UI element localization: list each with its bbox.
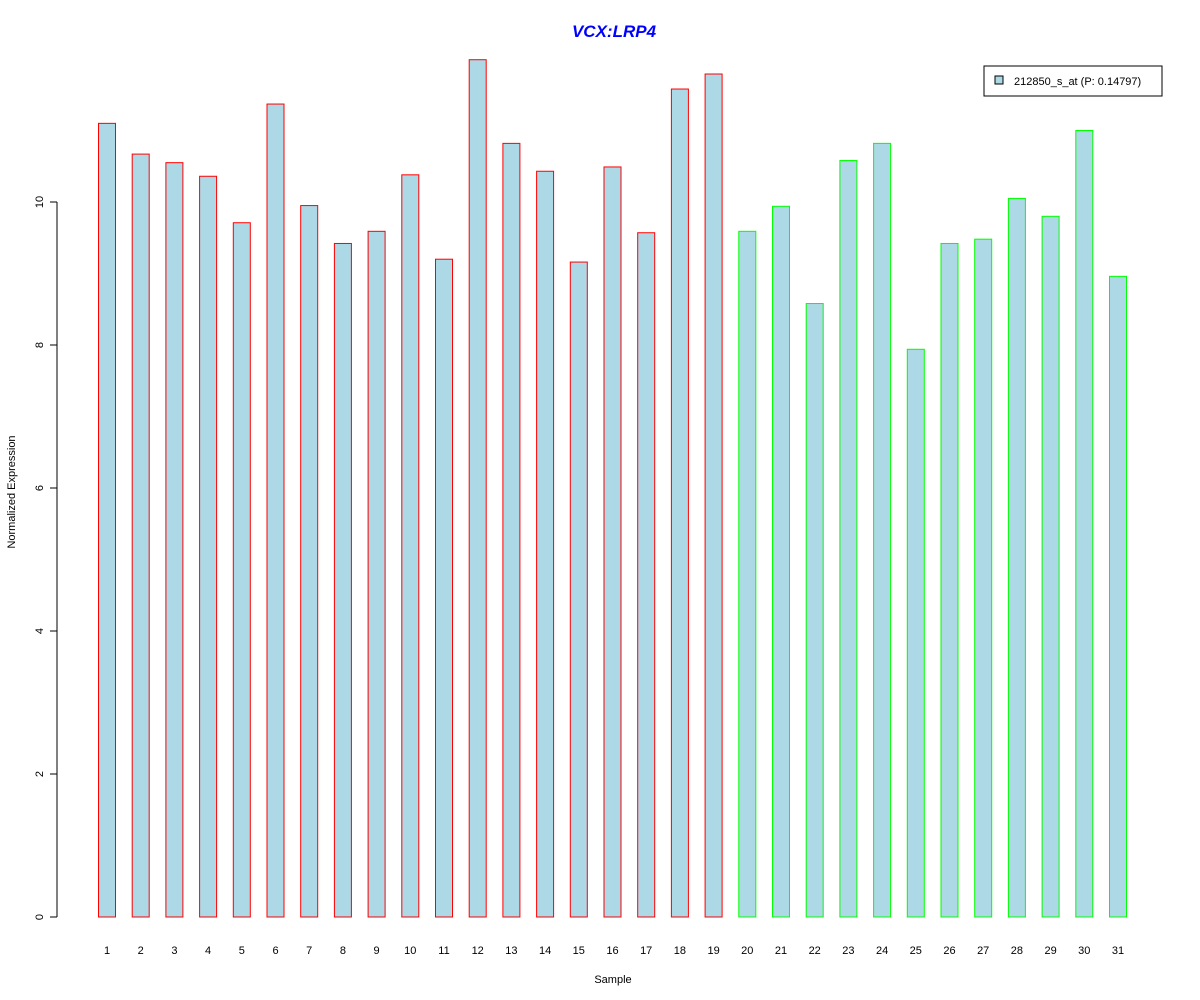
bar-sample-14: [536, 170, 555, 918]
x-tick-label: 21: [775, 945, 787, 957]
x-tick-label: 7: [306, 945, 312, 957]
bar-sample-5: [232, 222, 251, 918]
x-tick-label: 24: [876, 945, 888, 957]
x-tick-label: 1: [104, 945, 110, 957]
x-tick-label: 27: [977, 945, 989, 957]
x-tick-label: 16: [606, 945, 618, 957]
bar-sample-10: [401, 174, 420, 918]
bar-sample-9: [367, 230, 386, 918]
bar-sample-3: [165, 162, 184, 918]
x-tick-label: 14: [539, 945, 551, 957]
bar-sample-25: [906, 348, 925, 918]
bar-sample-1: [98, 122, 116, 918]
bar-sample-13: [502, 142, 521, 918]
bar-sample-2: [131, 153, 150, 918]
bar-sample-18: [670, 88, 689, 918]
bar-sample-6: [266, 103, 285, 918]
x-tick-label: 29: [1044, 945, 1056, 957]
x-tick-label: 11: [438, 945, 449, 957]
bar-sample-26: [940, 242, 959, 918]
y-axis: 0 2 4 6 8 10: [34, 196, 58, 920]
y-axis-label: Normalized Expression: [6, 435, 18, 548]
bar-sample-31: [1109, 275, 1127, 918]
y-tick-label: 2: [34, 771, 46, 777]
bar-sample-11: [435, 258, 453, 918]
x-tick-label: 31: [1112, 945, 1124, 957]
legend-box: [983, 65, 1163, 97]
y-tick-label: 6: [34, 485, 46, 491]
x-tick-label: 20: [741, 945, 753, 957]
bar-sample-28: [1007, 197, 1026, 918]
x-tick-label: 5: [239, 945, 245, 957]
bar-sample-19: [704, 73, 723, 918]
x-tick-label: 22: [809, 945, 821, 957]
x-tick-label: 4: [205, 945, 211, 957]
x-tick-label: 28: [1011, 945, 1023, 957]
x-tick-label: 12: [472, 945, 484, 957]
x-tick-label: 2: [138, 945, 144, 957]
x-tick-label: 18: [674, 945, 686, 957]
x-tick-label: 25: [910, 945, 922, 957]
x-tick-label: 6: [272, 945, 278, 957]
bar-sample-12: [468, 59, 487, 918]
bar-sample-24: [873, 142, 892, 918]
y-tick-label: 4: [34, 628, 46, 634]
x-tick-label: 17: [640, 945, 652, 957]
y-tick-label: 8: [34, 342, 46, 348]
x-tick-label: 3: [171, 945, 177, 957]
y-tick-label: 0: [34, 914, 46, 920]
bar-sample-7: [300, 205, 319, 918]
bar-sample-15: [569, 261, 588, 918]
bar-sample-8: [333, 242, 352, 918]
x-tick-label: 15: [573, 945, 585, 957]
legend: 212850_s_at (P: 0.14797): [983, 65, 1163, 97]
x-tick-label: 10: [404, 945, 416, 957]
x-axis-ticks: 1 2 3 4 5 6 7 8 9 10 11 12 13 14 15 16 17 18 19 20 21 22 23 24 2…: [104, 945, 1124, 957]
bar-sample-22: [805, 303, 824, 918]
x-tick-label: 30: [1078, 945, 1090, 957]
bar-sample-29: [1041, 215, 1060, 918]
legend-swatch: [994, 75, 1004, 85]
chart-title: VCX:LRP4: [572, 22, 657, 41]
bar-sample-20: [738, 230, 757, 918]
bar-sample-27: [974, 238, 993, 918]
legend-label: 212850_s_at (P: 0.14797): [1014, 76, 1141, 88]
x-tick-label: 9: [374, 945, 380, 957]
x-tick-label: 8: [340, 945, 346, 957]
bars-group: [98, 59, 1127, 918]
bar-sample-21: [772, 205, 790, 918]
x-tick-label: 26: [943, 945, 955, 957]
bar-sample-4: [199, 175, 218, 918]
bar-sample-16: [603, 166, 622, 918]
x-tick-label: 19: [707, 945, 719, 957]
bar-sample-30: [1075, 130, 1094, 918]
x-tick-label: 13: [505, 945, 517, 957]
x-axis-label: Sample: [594, 974, 631, 986]
y-tick-label: 10: [34, 196, 46, 208]
x-tick-label: 23: [842, 945, 854, 957]
bar-sample-23: [839, 160, 858, 918]
bar-sample-17: [637, 232, 656, 918]
